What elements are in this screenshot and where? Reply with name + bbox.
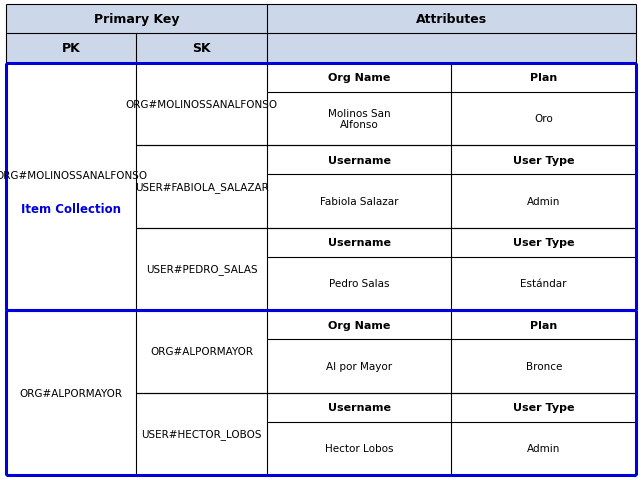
- Bar: [451, 175, 636, 228]
- Text: Username: Username: [327, 238, 390, 248]
- Bar: [267, 146, 451, 175]
- Text: Admin: Admin: [527, 444, 560, 454]
- Text: Attributes: Attributes: [416, 13, 487, 26]
- Bar: [267, 340, 451, 393]
- Text: Fabiola Salazar: Fabiola Salazar: [320, 197, 399, 206]
- Text: Username: Username: [327, 156, 390, 166]
- Text: Hector Lobos: Hector Lobos: [325, 444, 394, 454]
- Text: User Type: User Type: [513, 156, 575, 166]
- Text: Plan: Plan: [530, 320, 557, 330]
- Text: USER#PEDRO_SALAS: USER#PEDRO_SALAS: [146, 264, 257, 275]
- Bar: [136, 228, 267, 311]
- Bar: [451, 311, 636, 340]
- Text: USER#FABIOLA_SALAZAR: USER#FABIOLA_SALAZAR: [135, 181, 268, 192]
- Bar: [267, 228, 451, 257]
- Text: Pedro Salas: Pedro Salas: [329, 279, 389, 289]
- Bar: [6, 311, 136, 475]
- Text: Al por Mayor: Al por Mayor: [326, 361, 392, 371]
- Bar: [136, 393, 267, 475]
- Bar: [451, 257, 636, 311]
- Text: PK: PK: [62, 42, 81, 55]
- Bar: [267, 311, 451, 340]
- Text: Estándar: Estándar: [521, 279, 567, 289]
- Text: SK: SK: [193, 42, 211, 55]
- Bar: [6, 63, 136, 311]
- Text: Plan: Plan: [530, 73, 557, 83]
- Text: Username: Username: [327, 402, 390, 412]
- Text: Primary Key: Primary Key: [94, 13, 179, 26]
- Bar: [267, 93, 451, 146]
- Bar: [136, 63, 267, 146]
- Text: Molinos San
Alfonso: Molinos San Alfonso: [328, 108, 390, 130]
- Bar: [267, 393, 451, 422]
- Text: ORG#ALPORMAYOR: ORG#ALPORMAYOR: [20, 388, 123, 398]
- Text: ORG#MOLINOSSANALFONSO: ORG#MOLINOSSANALFONSO: [0, 170, 147, 180]
- Text: Org Name: Org Name: [328, 320, 390, 330]
- Bar: [267, 63, 451, 93]
- Bar: [136, 311, 267, 393]
- Bar: [267, 257, 451, 311]
- Bar: [136, 146, 267, 228]
- Bar: [451, 63, 636, 93]
- Text: Oro: Oro: [534, 114, 553, 124]
- Bar: [451, 93, 636, 146]
- Text: User Type: User Type: [513, 238, 575, 248]
- Bar: [267, 175, 451, 228]
- Text: Item Collection: Item Collection: [21, 203, 121, 216]
- Bar: [6, 5, 636, 34]
- Bar: [267, 422, 451, 475]
- Text: Org Name: Org Name: [328, 73, 390, 83]
- Text: ORG#MOLINOSSANALFONSO: ORG#MOLINOSSANALFONSO: [126, 100, 278, 109]
- Text: Bronce: Bronce: [526, 361, 562, 371]
- Bar: [451, 340, 636, 393]
- Bar: [451, 422, 636, 475]
- Text: Admin: Admin: [527, 197, 560, 206]
- Text: User Type: User Type: [513, 402, 575, 412]
- Text: ORG#ALPORMAYOR: ORG#ALPORMAYOR: [150, 347, 253, 357]
- Bar: [6, 34, 636, 63]
- Bar: [451, 393, 636, 422]
- Bar: [451, 228, 636, 257]
- Text: USER#HECTOR_LOBOS: USER#HECTOR_LOBOS: [141, 429, 262, 439]
- Bar: [451, 146, 636, 175]
